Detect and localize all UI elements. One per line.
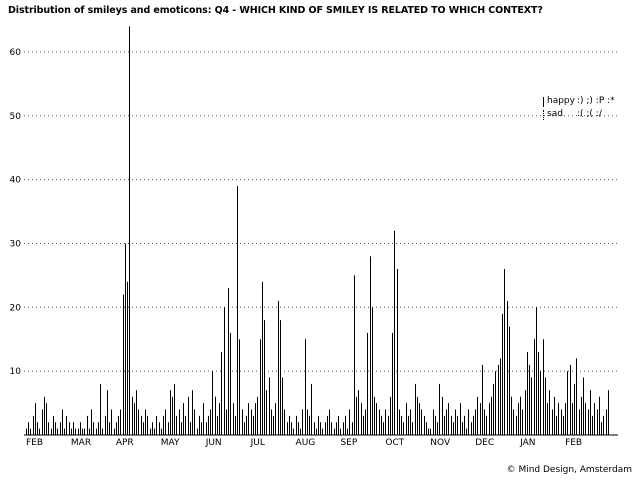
- y-tick-label-60: 60: [10, 48, 22, 58]
- month-label-10: DEC: [475, 438, 494, 448]
- month-label-12: FEB: [565, 438, 582, 448]
- month-label-6: AUG: [296, 438, 316, 448]
- month-label-1: MAR: [71, 438, 91, 448]
- month-label-8: OCT: [385, 438, 404, 448]
- y-tick-label-30: 30: [10, 239, 22, 249]
- legend-item-happy: happy :) ;) :P :*: [543, 95, 615, 108]
- y-tick-label-20: 20: [10, 303, 22, 313]
- month-label-9: NOV: [430, 438, 451, 448]
- month-label-5: JUL: [250, 438, 265, 448]
- legend-symbols-sad: :( ;( :/: [577, 109, 602, 119]
- legend-label-happy: happy: [547, 96, 575, 106]
- month-label-2: APR: [116, 438, 134, 448]
- month-label-3: MAY: [161, 438, 180, 448]
- copyright-credit: © Mind Design, Amsterdam: [506, 465, 632, 475]
- month-label-11: JAN: [519, 438, 535, 448]
- bars: [26, 26, 609, 435]
- legend-symbols-happy: :) ;) :P :*: [577, 96, 615, 106]
- legend-label-sad: sad: [547, 109, 563, 119]
- x-axis-month-labels: FEB MAR APR MAY JUN JUL AUG SEP OCT NOV DEC JAN FEB: [26, 438, 582, 448]
- legend: happy :) ;) :P :* sad :( ;( :/: [543, 95, 615, 121]
- month-label-0: FEB: [26, 438, 43, 448]
- chart-title: Distribution of smileys and emoticons: Q…: [8, 5, 543, 16]
- y-tick-label-40: 40: [10, 176, 22, 186]
- y-axis-ticks: 10 20 30 40 50 60: [10, 48, 22, 377]
- legend-swatch-sad: [543, 109, 544, 120]
- month-label-7: SEP: [340, 438, 357, 448]
- gridlines: [24, 51, 618, 372]
- y-tick-label-10: 10: [10, 367, 22, 377]
- y-tick-label-50: 50: [10, 112, 22, 122]
- month-label-4: JUN: [205, 438, 222, 448]
- legend-item-sad: sad :( ;( :/: [543, 108, 615, 121]
- legend-swatch-happy: [543, 96, 544, 107]
